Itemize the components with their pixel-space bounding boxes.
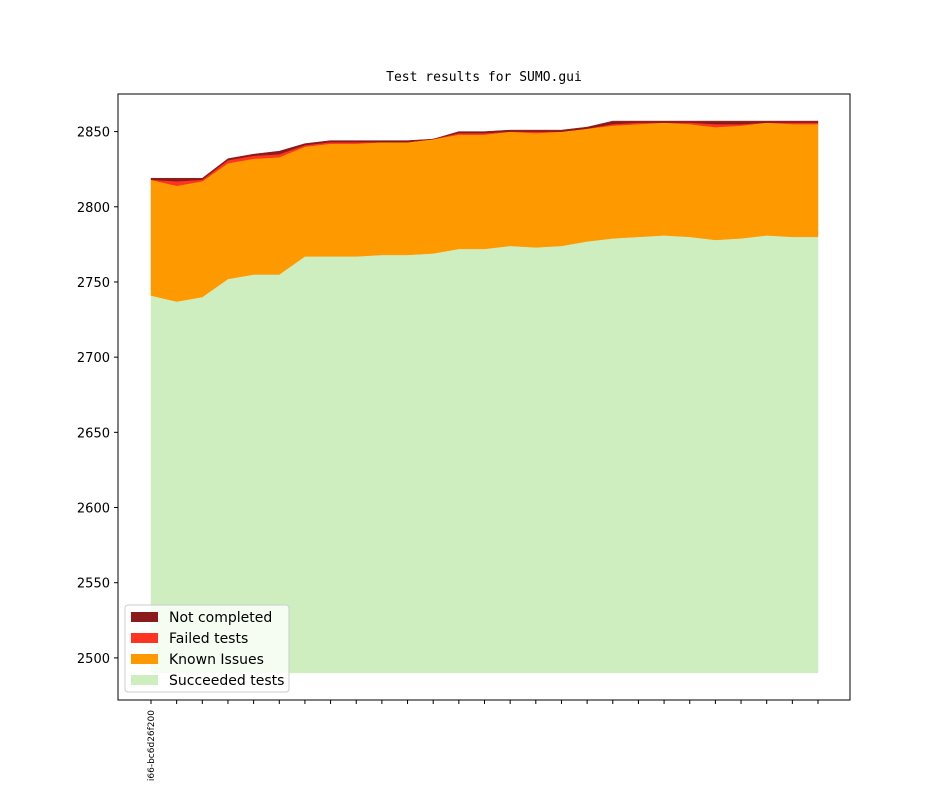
y-tick-label: 2650 <box>77 426 110 441</box>
x-tick-label: i66-bc6d26f200 <box>147 710 157 781</box>
chart-title: Test results for SUMO.gui <box>386 70 582 85</box>
legend-label: Not completed <box>169 610 272 626</box>
y-tick-label: 2500 <box>77 652 110 667</box>
legend-label: Failed tests <box>169 631 248 647</box>
y-tick-label: 2600 <box>77 502 110 517</box>
legend-swatch <box>131 675 158 685</box>
y-tick-label: 2800 <box>77 201 110 216</box>
legend: Not completed Failed tests Known Issues Suc… <box>124 604 290 693</box>
legend-swatch <box>131 654 158 664</box>
legend-label: Succeeded tests <box>169 673 284 689</box>
area <box>150 120 819 182</box>
legend-label: Known Issues <box>169 652 264 668</box>
y-tick-label: 2750 <box>77 276 110 291</box>
legend-swatch <box>131 633 158 643</box>
y-tick-label: 2700 <box>77 351 110 366</box>
y-tick-label: 2550 <box>77 577 110 592</box>
legend-frame <box>124 604 290 693</box>
y-tick-label: 2850 <box>77 126 110 141</box>
legend-swatch <box>131 612 158 622</box>
